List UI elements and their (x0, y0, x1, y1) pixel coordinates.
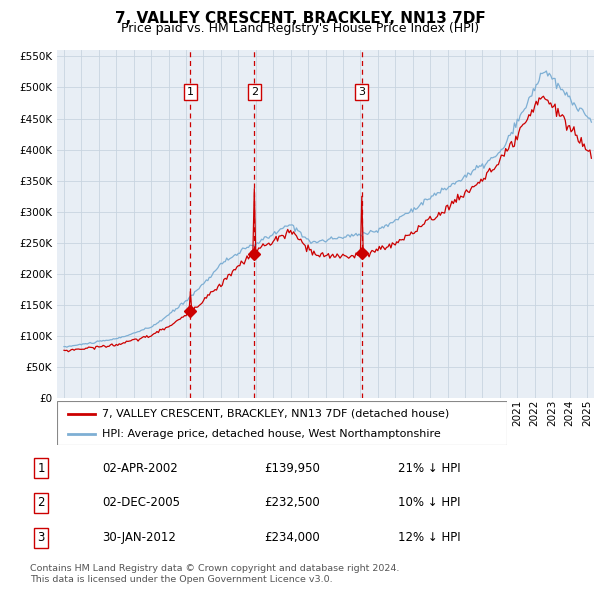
Text: 30-JAN-2012: 30-JAN-2012 (103, 532, 176, 545)
Text: £232,500: £232,500 (265, 496, 320, 510)
Text: 02-APR-2002: 02-APR-2002 (103, 461, 178, 474)
Text: 7, VALLEY CRESCENT, BRACKLEY, NN13 7DF: 7, VALLEY CRESCENT, BRACKLEY, NN13 7DF (115, 11, 485, 25)
Text: HPI: Average price, detached house, West Northamptonshire: HPI: Average price, detached house, West… (102, 430, 441, 440)
Text: 7, VALLEY CRESCENT, BRACKLEY, NN13 7DF (detached house): 7, VALLEY CRESCENT, BRACKLEY, NN13 7DF (… (102, 409, 449, 418)
Text: £234,000: £234,000 (265, 532, 320, 545)
Text: This data is licensed under the Open Government Licence v3.0.: This data is licensed under the Open Gov… (30, 575, 332, 584)
Text: 1: 1 (187, 87, 194, 97)
Text: 2: 2 (37, 496, 45, 510)
FancyBboxPatch shape (57, 401, 507, 445)
Text: 10% ↓ HPI: 10% ↓ HPI (398, 496, 461, 510)
Text: Price paid vs. HM Land Registry's House Price Index (HPI): Price paid vs. HM Land Registry's House … (121, 22, 479, 35)
Text: £139,950: £139,950 (265, 461, 320, 474)
Text: Contains HM Land Registry data © Crown copyright and database right 2024.: Contains HM Land Registry data © Crown c… (30, 565, 400, 573)
Text: 12% ↓ HPI: 12% ↓ HPI (398, 532, 461, 545)
Text: 3: 3 (37, 532, 45, 545)
Text: 21% ↓ HPI: 21% ↓ HPI (398, 461, 461, 474)
Text: 1: 1 (37, 461, 45, 474)
Text: 02-DEC-2005: 02-DEC-2005 (103, 496, 181, 510)
Text: 2: 2 (251, 87, 258, 97)
Text: 3: 3 (358, 87, 365, 97)
